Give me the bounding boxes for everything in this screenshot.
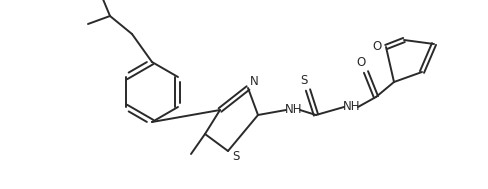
Text: S: S [232, 150, 239, 163]
Text: NH: NH [285, 104, 302, 116]
Text: O: O [356, 57, 365, 70]
Text: N: N [249, 75, 258, 88]
Text: O: O [372, 40, 381, 53]
Text: NH: NH [343, 101, 360, 114]
Text: S: S [300, 74, 307, 88]
